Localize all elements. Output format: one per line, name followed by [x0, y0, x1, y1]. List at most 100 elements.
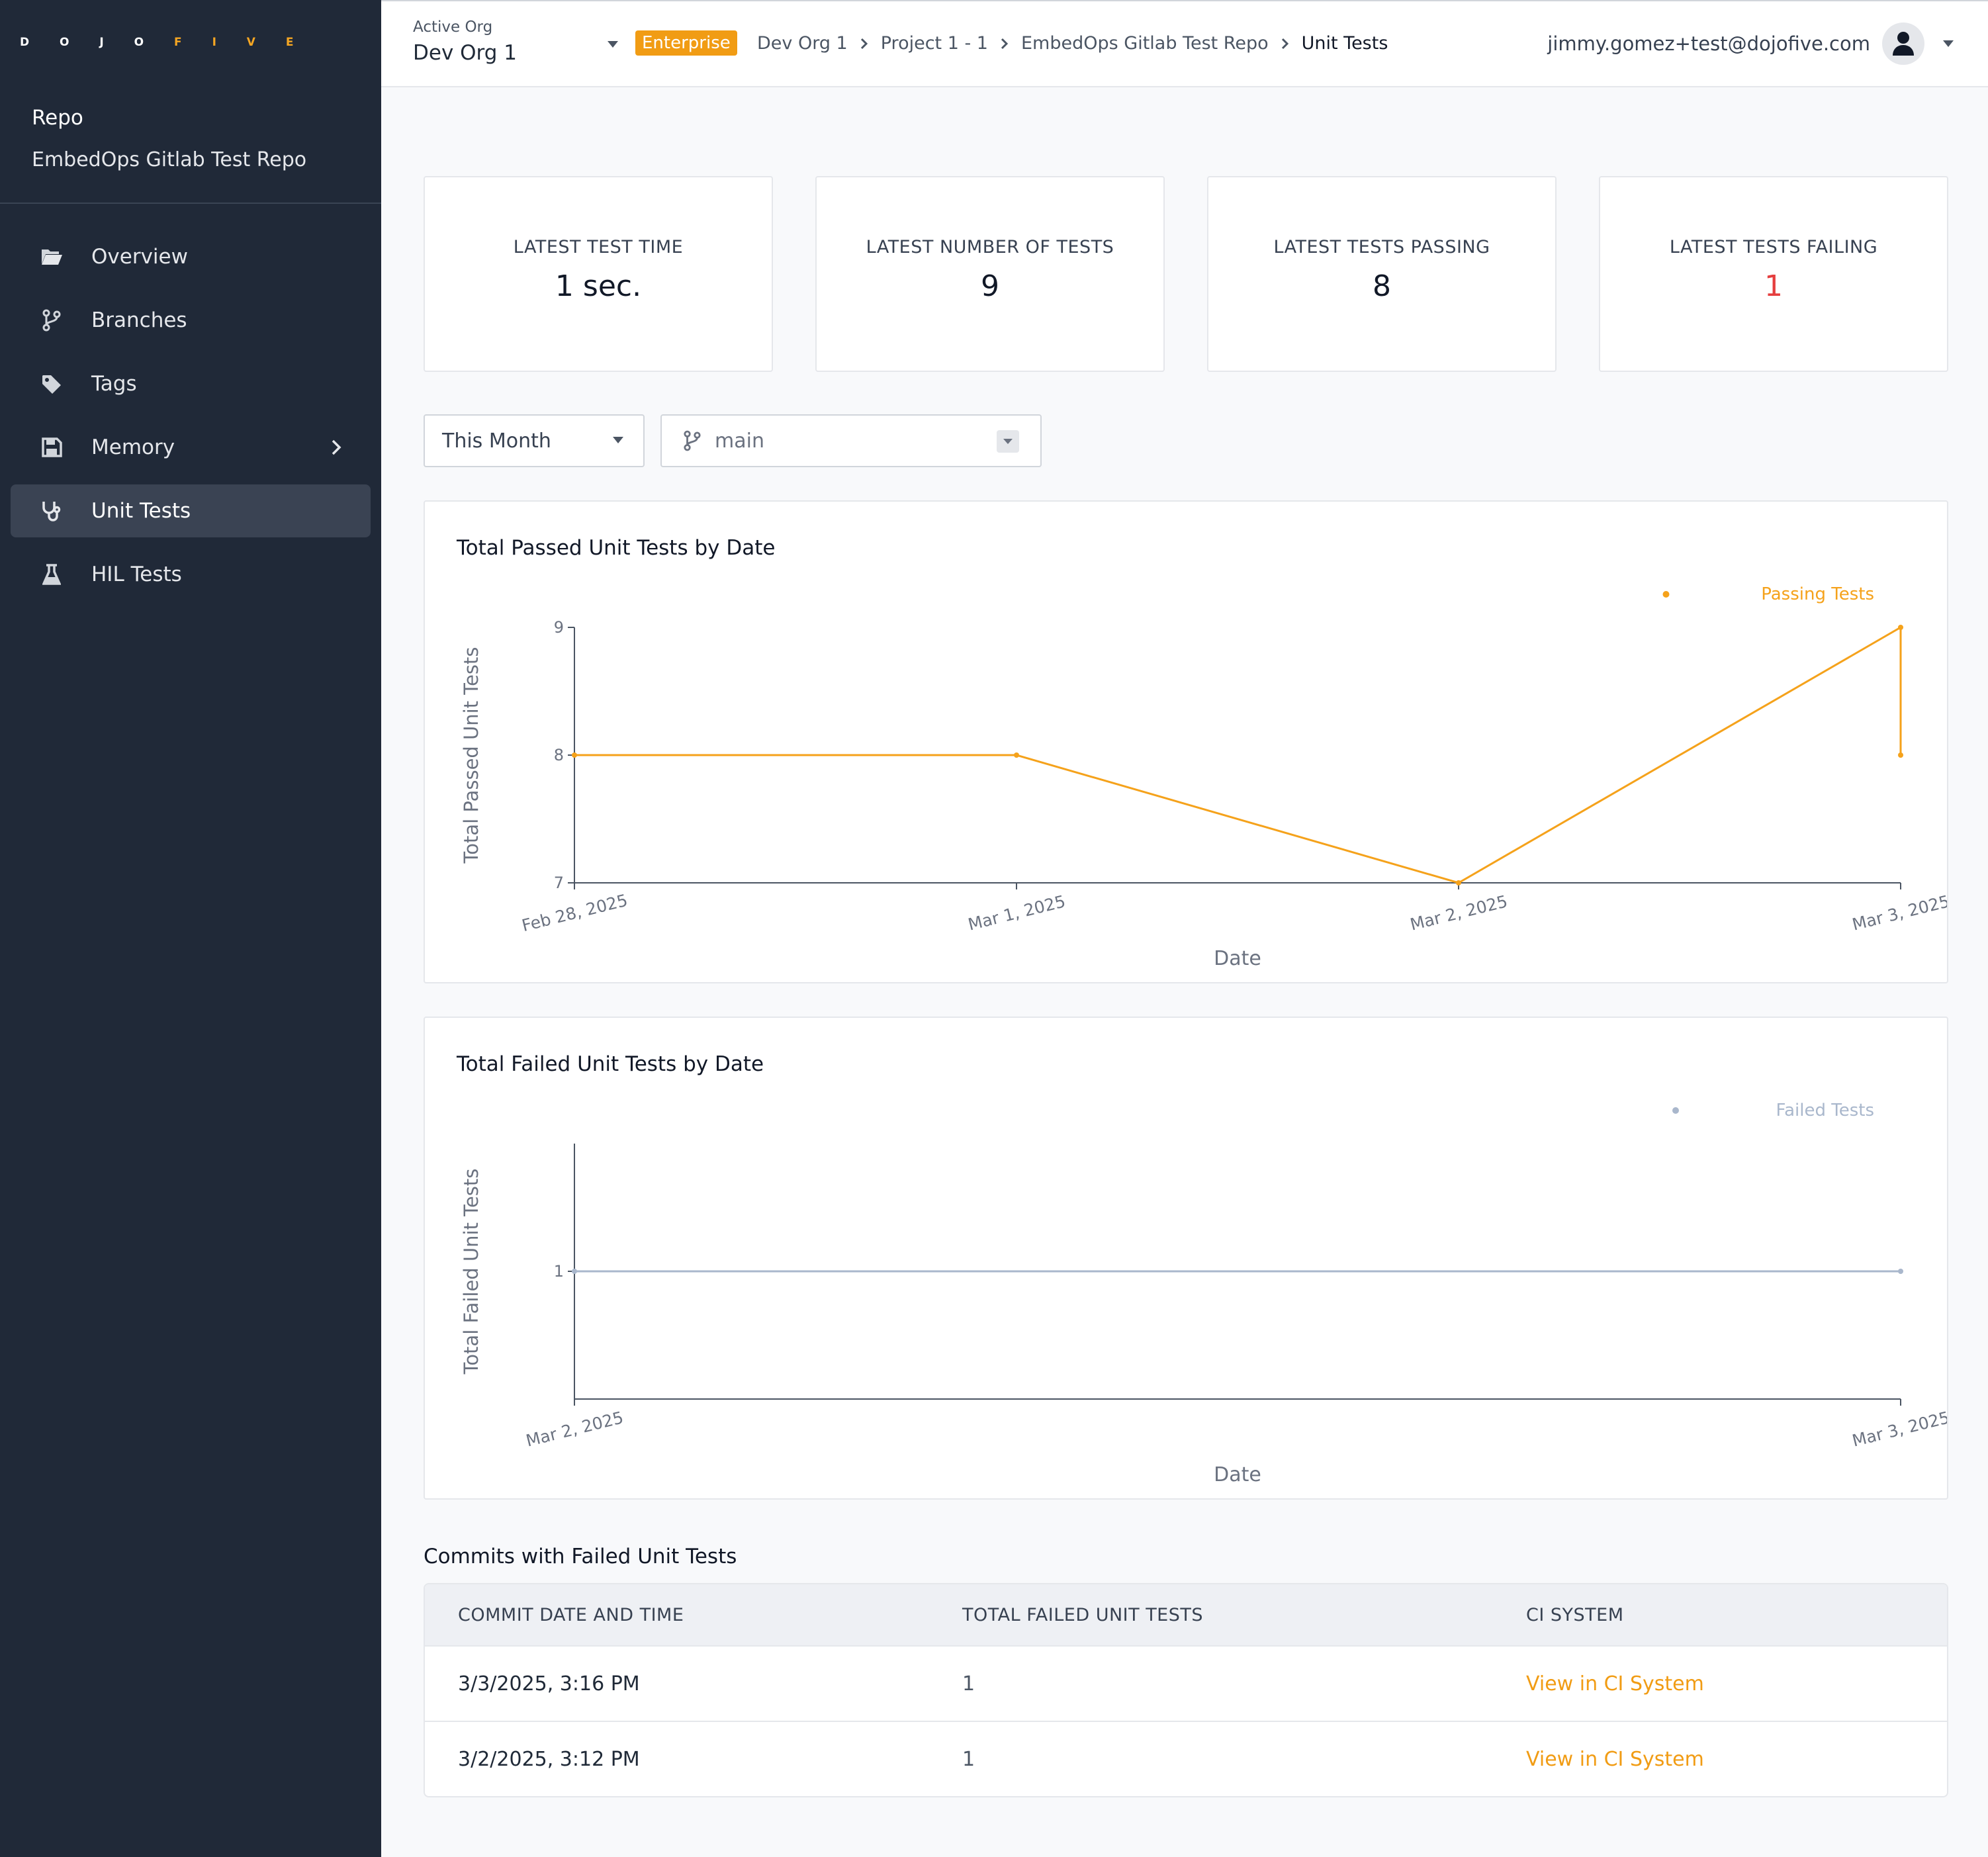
- caret-down-icon: [997, 430, 1019, 453]
- chevron-right-icon: [1000, 37, 1009, 50]
- failed-count: 1: [962, 1748, 1526, 1771]
- repo-block: Repo EmbedOps Gitlab Test Repo: [32, 106, 306, 171]
- active-org-selector[interactable]: Active Org Dev Org 1: [413, 19, 517, 65]
- data-point: [1898, 625, 1903, 630]
- x-axis-label: Date: [1214, 947, 1261, 970]
- breadcrumb-project[interactable]: Project 1 - 1: [881, 33, 988, 54]
- y-tick-label: 7: [554, 874, 564, 892]
- x-tick-label: Mar 2, 2025: [1408, 891, 1510, 934]
- chevron-right-icon: [1281, 37, 1290, 50]
- view-in-ci-link[interactable]: View in CI System: [1526, 1672, 1947, 1696]
- breadcrumb-current: Unit Tests: [1302, 33, 1388, 54]
- caret-down-icon[interactable]: [1942, 39, 1955, 48]
- enterprise-badge: Enterprise: [635, 30, 737, 56]
- active-org-name: Dev Org 1: [413, 41, 517, 65]
- stat-card-tests-passing: LATEST TESTS PASSING 8: [1207, 176, 1557, 372]
- legend-marker: [1672, 1107, 1679, 1114]
- failed-commits-title: Commits with Failed Unit Tests: [424, 1545, 737, 1568]
- sidebar-item-memory[interactable]: Memory: [11, 421, 371, 474]
- data-point: [1898, 752, 1903, 758]
- sidebar-item-label: HIL Tests: [91, 563, 182, 586]
- y-tick-label: 9: [554, 618, 564, 637]
- sidebar-divider: [0, 203, 381, 204]
- caret-down-icon: [611, 435, 625, 445]
- stat-card-test-time: LATEST TEST TIME 1 sec.: [424, 176, 773, 372]
- user-icon: [1891, 30, 1915, 57]
- dojofive-logo[interactable]: D O J O F I V E: [20, 23, 307, 62]
- breadcrumb: Dev Org 1 Project 1 - 1 EmbedOps Gitlab …: [757, 33, 1388, 54]
- x-tick-label: Mar 1, 2025: [966, 891, 1067, 934]
- commit-date: 3/3/2025, 3:16 PM: [425, 1672, 962, 1696]
- column-header: COMMIT DATE AND TIME: [425, 1605, 962, 1625]
- flask-icon: [40, 563, 64, 586]
- passed-tests-plot: 7 8 9 Feb 28, 2025 Mar 1, 2025 Mar 2, 2025 Mar…: [425, 502, 1947, 982]
- sidebar-item-label: Overview: [91, 245, 188, 269]
- chevron-right-icon: [326, 437, 347, 458]
- sidebar-item-branches[interactable]: Branches: [11, 294, 371, 347]
- save-disk-icon: [40, 435, 64, 459]
- sidebar: D O J O F I V E Repo EmbedOps Gitlab Tes…: [0, 0, 381, 1857]
- breadcrumb-repo[interactable]: EmbedOps Gitlab Test Repo: [1021, 33, 1269, 54]
- folder-open-icon: [40, 245, 64, 269]
- data-point: [572, 1269, 577, 1274]
- table-row: 3/2/2025, 3:12 PM 1 View in CI System: [425, 1721, 1947, 1796]
- y-axis-label: Total Failed Unit Tests: [460, 1169, 482, 1375]
- column-header: CI SYSTEM: [1526, 1605, 1947, 1625]
- avatar[interactable]: [1882, 23, 1924, 65]
- x-tick-label: Mar 3, 2025: [1850, 891, 1947, 934]
- repo-label: Repo: [32, 106, 306, 130]
- data-point: [1898, 1269, 1903, 1274]
- caret-down-icon[interactable]: [606, 40, 619, 49]
- sidebar-item-tags[interactable]: Tags: [11, 357, 371, 410]
- stat-label: LATEST TEST TIME: [425, 237, 772, 257]
- stat-card-tests-failing: LATEST TESTS FAILING 1: [1599, 176, 1948, 372]
- sidebar-item-label: Unit Tests: [91, 499, 191, 523]
- git-branch-icon: [40, 308, 64, 332]
- data-point: [572, 752, 577, 758]
- stat-label: LATEST TESTS PASSING: [1208, 237, 1555, 257]
- sidebar-item-overview[interactable]: Overview: [11, 230, 371, 283]
- stat-value: 1 sec.: [425, 269, 772, 303]
- stat-card-number-of-tests: LATEST NUMBER OF TESTS 9: [815, 176, 1165, 372]
- user-menu[interactable]: jimmy.gomez+test@dojofive.com: [1547, 23, 1955, 65]
- sidebar-nav: Overview Branches Tags Memory Unit Te: [11, 230, 371, 611]
- failed-tests-chart: Total Failed Unit Tests by Date 1 Mar 2, …: [424, 1017, 1948, 1500]
- sidebar-item-unit-tests[interactable]: Unit Tests: [11, 484, 371, 537]
- tag-icon: [40, 372, 64, 396]
- x-tick-label: Mar 2, 2025: [524, 1408, 625, 1451]
- failed-commits-table: COMMIT DATE AND TIME TOTAL FAILED UNIT T…: [424, 1583, 1948, 1797]
- x-tick-label: Feb 28, 2025: [520, 891, 630, 936]
- data-point: [1014, 752, 1019, 758]
- chevron-right-icon: [860, 37, 869, 50]
- series-line: [574, 627, 1901, 883]
- active-org-label: Active Org: [413, 19, 517, 36]
- top-header: Active Org Dev Org 1 Enterprise Dev Org …: [381, 0, 1988, 87]
- view-in-ci-link[interactable]: View in CI System: [1526, 1748, 1947, 1771]
- sidebar-item-label: Branches: [91, 308, 187, 332]
- failed-tests-plot: 1 Mar 2, 2025 Mar 3, 2025 Date Total Failed …: [425, 1018, 1947, 1498]
- sidebar-item-label: Tags: [91, 372, 137, 396]
- y-tick-label: 1: [554, 1262, 564, 1281]
- repo-name: EmbedOps Gitlab Test Repo: [32, 148, 306, 171]
- logo-text: D O J O F I V E: [20, 36, 307, 49]
- legend-marker: [1663, 591, 1670, 598]
- stat-value: 8: [1208, 269, 1555, 303]
- breadcrumb-org[interactable]: Dev Org 1: [757, 33, 848, 54]
- passed-tests-chart: Total Passed Unit Tests by Date 7 8 9 Feb 2…: [424, 500, 1948, 983]
- legend-label: Failed Tests: [1776, 1101, 1874, 1120]
- stat-label: LATEST TESTS FAILING: [1600, 237, 1947, 257]
- stat-label: LATEST NUMBER OF TESTS: [817, 237, 1163, 257]
- stat-value: 9: [817, 269, 1163, 303]
- table-row: 3/3/2025, 3:16 PM 1 View in CI System: [425, 1645, 1947, 1721]
- user-email: jimmy.gomez+test@dojofive.com: [1547, 32, 1870, 55]
- x-axis-label: Date: [1214, 1463, 1261, 1486]
- commit-date: 3/2/2025, 3:12 PM: [425, 1748, 962, 1771]
- data-point: [1456, 880, 1461, 885]
- y-axis-label: Total Passed Unit Tests: [460, 647, 482, 864]
- branch-select[interactable]: main: [660, 414, 1042, 467]
- stat-value: 1: [1600, 269, 1947, 303]
- sidebar-item-hil-tests[interactable]: HIL Tests: [11, 548, 371, 601]
- legend-label: Passing Tests: [1761, 584, 1874, 604]
- column-header: TOTAL FAILED UNIT TESTS: [962, 1605, 1526, 1625]
- period-select[interactable]: This Month: [424, 414, 645, 467]
